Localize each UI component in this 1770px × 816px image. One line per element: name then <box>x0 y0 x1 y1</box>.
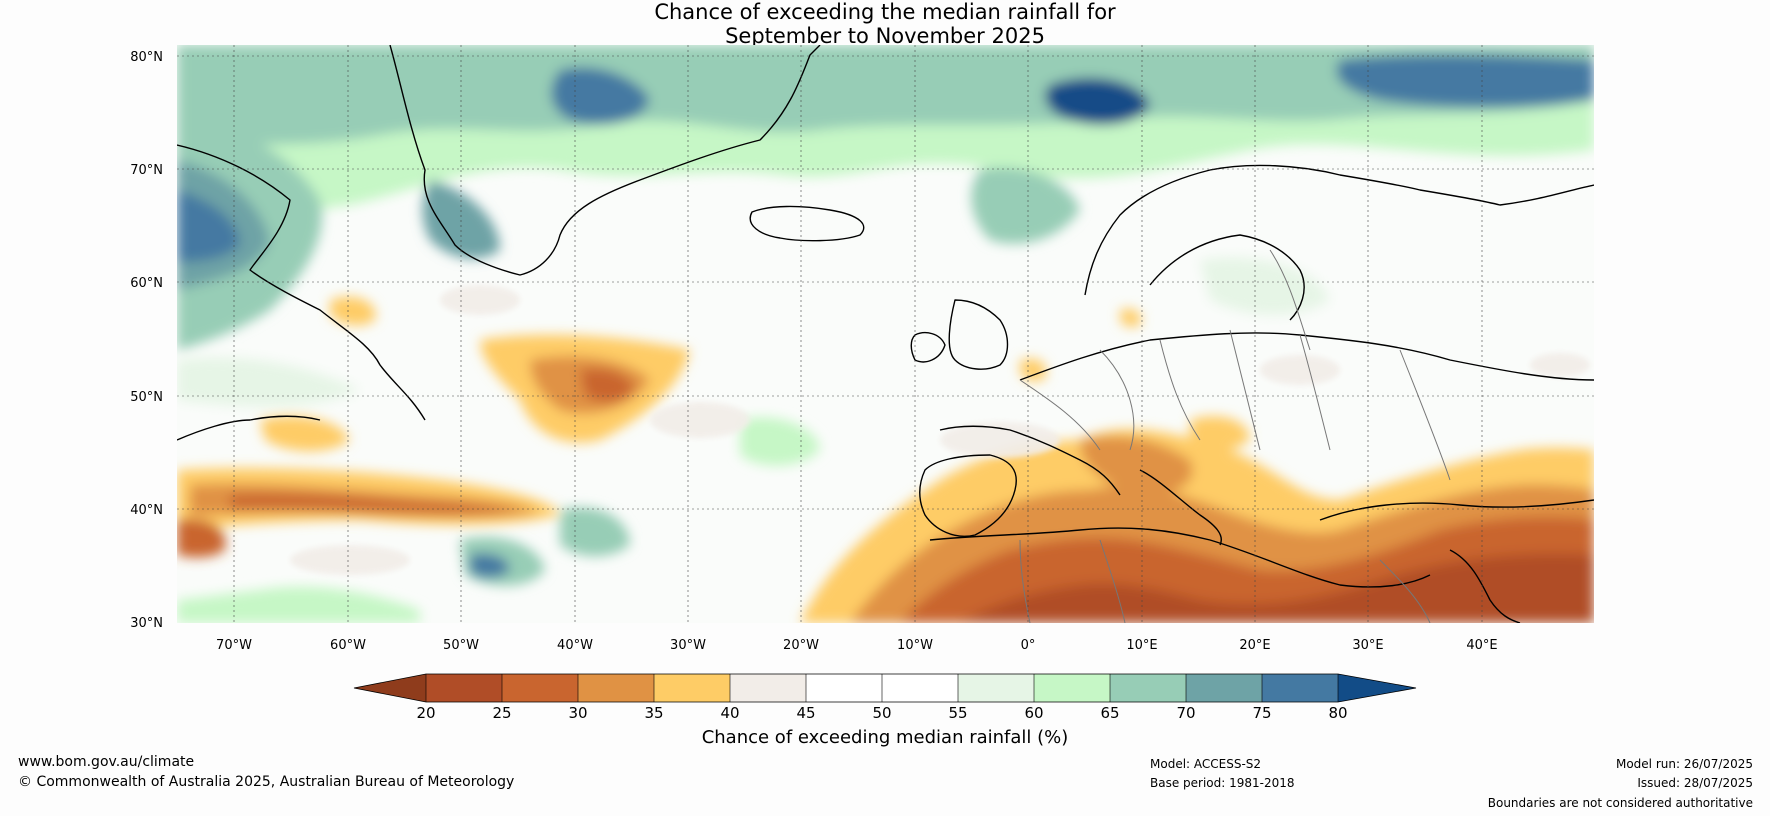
colorbar-tick: 50 <box>872 704 891 722</box>
base-period: Base period: 1981-2018 <box>1150 776 1295 790</box>
near-normal-shading <box>290 285 1590 575</box>
colorbar-low-arrow <box>354 674 426 702</box>
colorbar-tick: 45 <box>796 704 815 722</box>
colorbar-title: Chance of exceeding median rainfall (%) <box>701 727 1069 748</box>
lat-label: 70°N <box>130 163 163 178</box>
map-title: Chance of exceeding the median rainfall … <box>0 0 1770 48</box>
model-run-date: Model run: 26/07/2025 <box>1615 757 1753 771</box>
colorbar-segment <box>1034 674 1110 702</box>
colorbar-tick: 55 <box>948 704 967 722</box>
lat-label: 50°N <box>130 390 163 405</box>
country-borders <box>1019 249 1451 623</box>
lon-label: 40°W <box>557 638 593 653</box>
title-line-2: September to November 2025 <box>725 24 1045 48</box>
colorbar-tick: 20 <box>416 704 435 722</box>
issued-date: Issued: 28/07/2025 <box>1637 776 1753 790</box>
lon-label: 10°E <box>1126 638 1157 653</box>
lat-label: 40°N <box>130 503 163 518</box>
longitude-labels: 70°W 60°W 50°W 40°W 30°W 20°W 10°W 0° 10… <box>216 638 1498 653</box>
boundaries-disclaimer: Boundaries are not considered authoritat… <box>1487 796 1753 810</box>
latitude-labels: 80°N 70°N 60°N 50°N 40°N 30°N <box>130 50 163 631</box>
lon-label: 50°W <box>443 638 479 653</box>
colorbar-tick: 80 <box>1328 704 1347 722</box>
colorbar-segment <box>1186 674 1262 702</box>
lon-label: 40°E <box>1466 638 1497 653</box>
lon-label: 0° <box>1021 638 1036 653</box>
title-line-1: Chance of exceeding the median rainfall … <box>654 0 1116 24</box>
colorbar-tick: 25 <box>492 704 511 722</box>
lon-label: 70°W <box>216 638 252 653</box>
colorbar-segment <box>882 674 958 702</box>
lon-label: 10°W <box>897 638 933 653</box>
colorbar-high-arrow <box>1338 674 1416 702</box>
model-name: Model: ACCESS-S2 <box>1150 757 1262 771</box>
colorbar-tick: 75 <box>1252 704 1271 722</box>
colorbar-segment <box>426 674 502 702</box>
colorbar-segment <box>502 674 578 702</box>
lon-label: 60°W <box>330 638 366 653</box>
copyright-text: © Commonwealth of Australia 2025, Austra… <box>18 774 515 790</box>
colorbar-tick: 60 <box>1024 704 1043 722</box>
lon-label: 30°W <box>670 638 706 653</box>
colorbar-tick: 30 <box>568 704 587 722</box>
colorbar-tick: 65 <box>1100 704 1119 722</box>
colorbar: 20 25 30 35 40 45 50 55 60 65 70 75 80 <box>353 673 1417 722</box>
lat-label: 60°N <box>130 276 163 291</box>
lon-label: 30°E <box>1352 638 1383 653</box>
colorbar-segment <box>1110 674 1186 702</box>
website-link[interactable]: www.bom.gov.au/climate <box>18 754 195 770</box>
colorbar-tick: 35 <box>644 704 663 722</box>
lon-label: 20°W <box>783 638 819 653</box>
graticule <box>177 45 1594 623</box>
colorbar-segment <box>958 674 1034 702</box>
dry-anomaly-shading <box>177 296 1594 623</box>
lat-label: 80°N <box>130 50 163 65</box>
lat-label: 30°N <box>130 616 163 631</box>
colorbar-segment <box>730 674 806 702</box>
colorbar-segment <box>654 674 730 702</box>
lon-label: 20°E <box>1239 638 1270 653</box>
colorbar-segment <box>1262 674 1338 702</box>
colorbar-segment <box>806 674 882 702</box>
wet-anomaly-shading <box>177 45 1594 623</box>
map-area <box>177 45 1594 623</box>
colorbar-segment <box>578 674 654 702</box>
colorbar-tick: 70 <box>1176 704 1195 722</box>
colorbar-tick: 40 <box>720 704 739 722</box>
